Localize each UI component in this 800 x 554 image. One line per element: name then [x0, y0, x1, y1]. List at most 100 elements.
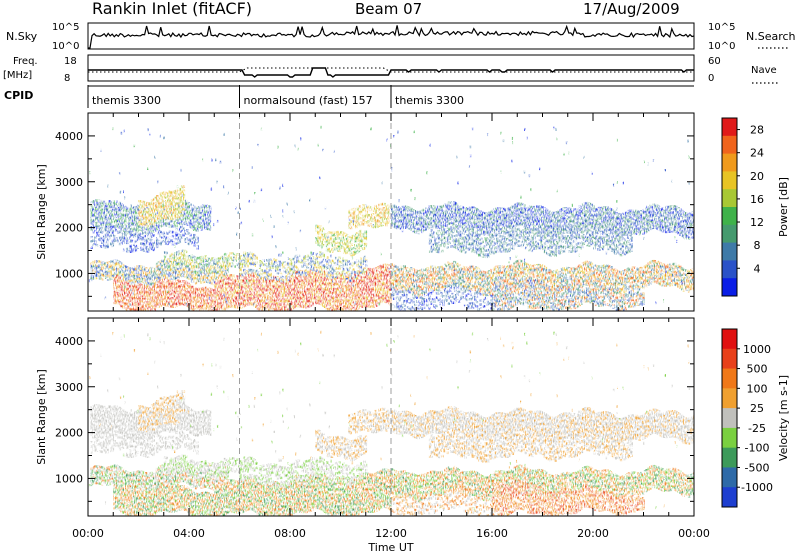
heatmap-cell [207, 276, 210, 280]
heatmap-cell [182, 292, 185, 295]
heatmap-cell [203, 290, 206, 294]
heatmap-cell [166, 291, 169, 295]
heatmap-cell [132, 280, 136, 284]
heatmap-cell [174, 256, 177, 259]
heatmap-cell [149, 202, 152, 205]
heatmap-cell [110, 260, 113, 264]
heatmap-cell [170, 271, 173, 274]
heatmap-cell [206, 297, 210, 300]
heatmap-cell [196, 306, 199, 310]
heatmap-cell [143, 280, 146, 284]
heatmap-cell [215, 272, 218, 276]
heatmap-cell [147, 214, 150, 218]
heatmap-cell [214, 302, 217, 305]
heatmap-cell [171, 305, 174, 308]
heatmap-cell [168, 192, 171, 196]
nsky-tick-bottom: 10^0 [52, 41, 79, 52]
heatmap-cell [182, 211, 185, 215]
heatmap-cell [101, 245, 104, 249]
heatmap-cell [342, 267, 345, 271]
heatmap-cell [129, 269, 132, 272]
heatmap-cell [216, 313, 218, 316]
heatmap-cell [208, 306, 212, 309]
heatmap-cell [175, 212, 178, 215]
heatmap-cell [244, 291, 247, 295]
heatmap-cell [231, 284, 235, 288]
heatmap-cell [117, 272, 120, 276]
heatmap-cell [148, 225, 152, 229]
heatmap-cell [270, 279, 274, 283]
heatmap-cell [224, 307, 228, 310]
heatmap-cell [138, 283, 141, 286]
heatmap-cell [230, 284, 233, 287]
heatmap-cell [152, 212, 155, 216]
heatmap-cell [123, 293, 127, 296]
heatmap-cell [196, 222, 199, 226]
heatmap-cell [148, 283, 152, 287]
heatmap-cell [223, 308, 226, 311]
heatmap-cell [155, 298, 159, 302]
heatmap-cell [247, 284, 251, 287]
heatmap-cell [201, 289, 204, 292]
heatmap-cell [140, 265, 143, 268]
heatmap-cell [216, 274, 219, 278]
heatmap-cell [140, 277, 143, 281]
heatmap-cell [130, 305, 134, 308]
heatmap-cell [168, 230, 171, 234]
heatmap-cell [237, 275, 240, 278]
heatmap-cell [251, 276, 254, 279]
heatmap-cell [99, 220, 102, 224]
heatmap-cell [269, 286, 272, 289]
heatmap-cell [171, 271, 175, 274]
heatmap-cell [150, 266, 153, 270]
heatmap-cell [150, 245, 153, 249]
heatmap-cell [191, 302, 194, 305]
heatmap-cell [193, 226, 196, 229]
heatmap-cell [143, 247, 146, 250]
heatmap-cell [122, 214, 125, 218]
heatmap-cell [177, 256, 181, 260]
heatmap-cell [212, 278, 215, 282]
heatmap-cell [201, 217, 205, 220]
heatmap-cell [178, 274, 182, 278]
heatmap-cell [108, 226, 111, 230]
heatmap-cell [143, 245, 146, 248]
heatmap-cell [130, 295, 134, 298]
heatmap-cell [132, 276, 136, 280]
heatmap-cell [124, 267, 127, 270]
heatmap-cell [201, 207, 205, 210]
heatmap-cell [139, 300, 143, 303]
heatmap-cell [191, 308, 194, 311]
heatmap-cell [206, 291, 210, 294]
heatmap-cell [157, 293, 160, 296]
heatmap-cell [95, 227, 99, 231]
heatmap-cell [171, 297, 174, 300]
heatmap-cell [242, 292, 245, 296]
heatmap-cell [143, 284, 146, 288]
freq-unit-label: [MHz] [3, 70, 32, 81]
heatmap-cell [274, 309, 277, 311]
heatmap-cell [124, 218, 127, 221]
heatmap-cell [116, 281, 120, 285]
heatmap-cell [152, 271, 155, 275]
heatmap-cell [240, 289, 244, 292]
heatmap-cell [94, 242, 97, 246]
heatmap-cell [157, 221, 161, 225]
heatmap-cell [180, 187, 184, 190]
heatmap-cell [129, 267, 132, 270]
heatmap-cell [272, 308, 275, 311]
heatmap-cell [177, 241, 180, 244]
heatmap-cell [159, 211, 163, 214]
heatmap-cell [101, 237, 104, 240]
heatmap-cell [132, 288, 136, 292]
heatmap-cell [227, 265, 230, 268]
heatmap-cell [179, 208, 182, 212]
heatmap-cell [242, 300, 245, 304]
heatmap-cell [182, 284, 185, 287]
heatmap-cell [262, 282, 265, 286]
heatmap-cell [102, 200, 106, 204]
heatmap-cell [113, 299, 116, 303]
heatmap-cell [249, 294, 252, 297]
heatmap-cell [138, 297, 141, 301]
heatmap-cell [215, 260, 218, 263]
